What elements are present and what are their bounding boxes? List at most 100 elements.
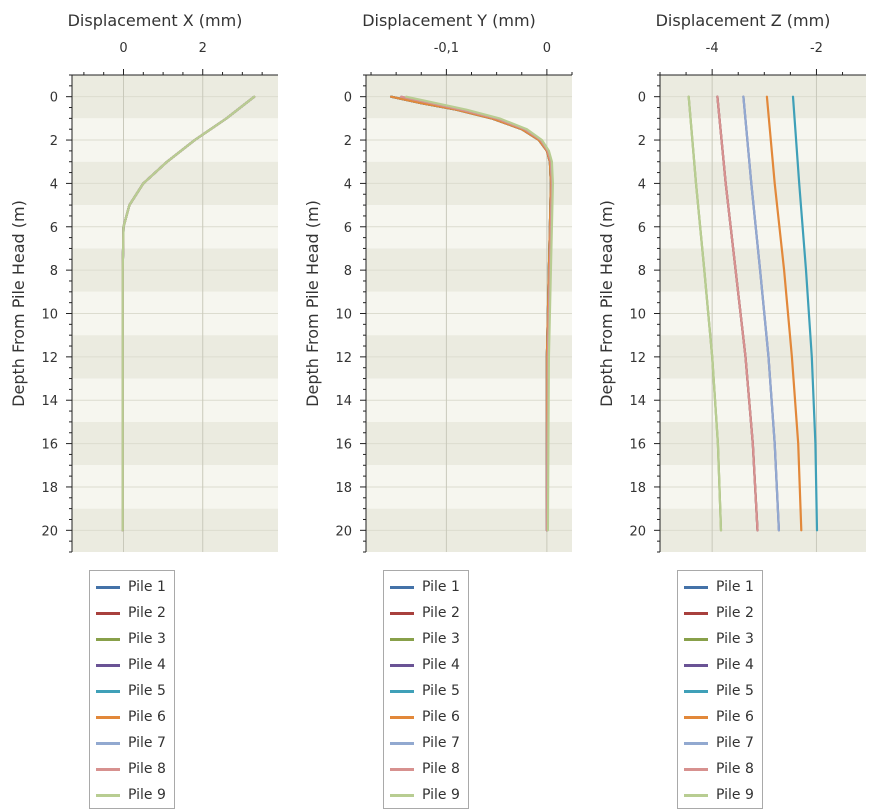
chart-panel-displacement-y: Displacement Y (mm) -0,1 0 0 2 4 6 8 10 12 14 16 18 2… <box>294 0 588 811</box>
legend-item-pile-4: Pile 4 <box>96 652 166 678</box>
legend-label: Pile 7 <box>422 735 460 751</box>
legend-label: Pile 6 <box>128 709 166 725</box>
legend-label: Pile 1 <box>128 579 166 595</box>
legend-swatch <box>96 611 120 615</box>
legend-item-pile-1: Pile 1 <box>96 574 166 600</box>
legend-swatch <box>390 663 414 667</box>
y-tick-label: 0 <box>50 91 58 106</box>
x-tick-label: 0 <box>543 41 551 56</box>
y-tick-label: 8 <box>638 264 646 279</box>
legend-item-pile-7: Pile 7 <box>96 730 166 756</box>
y-tick-label: 18 <box>335 481 352 496</box>
y-tick-label: 20 <box>335 524 352 539</box>
legend-label: Pile 1 <box>716 579 754 595</box>
y-tick-label: 4 <box>344 177 352 192</box>
legend-label: Pile 3 <box>716 631 754 647</box>
chart-panel-displacement-x: Displacement X (mm) 0 2 0 2 4 6 8 10 12 14 16 18 20 De… <box>0 0 294 811</box>
y-tick-label: 20 <box>629 524 646 539</box>
legend-label: Pile 5 <box>716 683 754 699</box>
series-line-pile-6 <box>765 95 803 532</box>
legend-label: Pile 9 <box>128 787 166 803</box>
legend-swatch <box>684 793 708 797</box>
y-tick-label: 10 <box>41 308 58 323</box>
legend-displacement-x: Pile 1 Pile 2 Pile 3 Pile 4 Pile 5 Pile 6 Pile… <box>89 570 175 809</box>
chart-svg-displacement-x: Displacement X (mm)0 202468101214161820De… <box>9 11 278 553</box>
legend-swatch <box>684 663 708 667</box>
series-line-pile-5 <box>791 95 819 532</box>
x-axis-title: Displacement X (mm) <box>68 11 243 30</box>
legend-swatch <box>684 741 708 745</box>
series-line-pile-9 <box>405 95 554 532</box>
legend-swatch <box>390 793 414 797</box>
legend-swatch <box>96 689 120 693</box>
legend-swatch <box>684 689 708 693</box>
legend-swatch <box>684 585 708 589</box>
legend-item-pile-9: Pile 9 <box>390 782 460 808</box>
y-tick-label: 16 <box>41 438 58 453</box>
legend-swatch <box>96 637 120 641</box>
legend-item-pile-1: Pile 1 <box>684 574 754 600</box>
legend-label: Pile 9 <box>716 787 754 803</box>
legend-item-pile-8: Pile 8 <box>96 756 166 782</box>
series-line-pile-9 <box>121 95 256 532</box>
y-tick-label: 2 <box>638 134 646 149</box>
legend-item-pile-6: Pile 6 <box>390 704 460 730</box>
y-axis-title: Depth From Pile Head (m) <box>9 200 28 407</box>
y-tick-label: 12 <box>41 351 58 366</box>
legend-label: Pile 2 <box>716 605 754 621</box>
legend-item-pile-6: Pile 6 <box>684 704 754 730</box>
legend-item-pile-4: Pile 4 <box>390 652 460 678</box>
legend-label: Pile 5 <box>422 683 460 699</box>
legend-swatch <box>96 767 120 771</box>
legend-label: Pile 1 <box>422 579 460 595</box>
legend-swatch <box>684 767 708 771</box>
y-tick-label: 12 <box>629 351 646 366</box>
legend-swatch <box>390 715 414 719</box>
x-tick-label: 0 <box>119 41 127 56</box>
legend-item-pile-5: Pile 5 <box>96 678 166 704</box>
y-axis-title: Depth From Pile Head (m) <box>303 200 322 407</box>
legend-item-pile-5: Pile 5 <box>684 678 754 704</box>
legend-displacement-z: Pile 1 Pile 2 Pile 3 Pile 4 Pile 5 Pile 6 Pile… <box>677 570 763 809</box>
x-tick-label: 2 <box>199 41 207 56</box>
y-tick-label: 4 <box>638 177 646 192</box>
x-tick-label: -2 <box>810 41 823 56</box>
series-line-pile-8 <box>716 95 759 532</box>
y-tick-label: 2 <box>50 134 58 149</box>
legend-item-pile-1: Pile 1 <box>390 574 460 600</box>
legend-displacement-y: Pile 1 Pile 2 Pile 3 Pile 4 Pile 5 Pile 6 Pile… <box>383 570 469 809</box>
legend-swatch <box>96 585 120 589</box>
y-tick-label: 8 <box>344 264 352 279</box>
legend-label: Pile 6 <box>716 709 754 725</box>
legend-label: Pile 2 <box>422 605 460 621</box>
chart-svg-displacement-y: Displacement Y (mm) -0,1 0 0 2 4 6 8 10 12 14 16 18 2… <box>303 11 573 553</box>
legend-item-pile-7: Pile 7 <box>684 730 754 756</box>
legend-item-pile-9: Pile 9 <box>684 782 754 808</box>
legend-swatch <box>390 741 414 745</box>
legend-label: Pile 4 <box>128 657 166 673</box>
y-tick-label: 8 <box>50 264 58 279</box>
y-tick-label: 14 <box>335 394 352 409</box>
legend-swatch <box>390 767 414 771</box>
y-tick-label: 10 <box>335 308 352 323</box>
y-tick-label: 20 <box>41 524 58 539</box>
y-tick-label: 2 <box>344 134 352 149</box>
legend-label: Pile 3 <box>422 631 460 647</box>
legend-label: Pile 9 <box>422 787 460 803</box>
y-tick-label: 0 <box>344 91 352 106</box>
y-tick-label: 18 <box>629 481 646 496</box>
legend-item-pile-2: Pile 2 <box>684 600 754 626</box>
y-tick-label: 14 <box>41 394 58 409</box>
legend-label: Pile 7 <box>128 735 166 751</box>
series-line-pile-9 <box>687 95 723 532</box>
y-tick-label: 12 <box>335 351 352 366</box>
legend-label: Pile 3 <box>128 631 166 647</box>
x-axis-title: Displacement Y (mm) <box>362 11 536 30</box>
y-tick-label: 0 <box>638 91 646 106</box>
legend-item-pile-3: Pile 3 <box>390 626 460 652</box>
legend-swatch <box>96 663 120 667</box>
legend-swatch <box>684 611 708 615</box>
legend-swatch <box>96 793 120 797</box>
y-tick-label: 6 <box>638 221 646 236</box>
legend-swatch <box>96 715 120 719</box>
